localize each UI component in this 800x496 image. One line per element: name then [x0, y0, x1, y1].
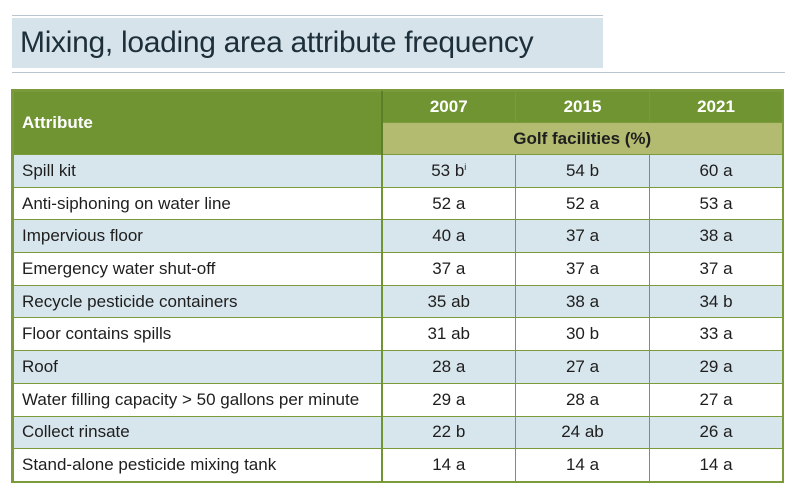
value-text: 53 b	[431, 160, 465, 180]
table-row: Water filling capacity > 50 gallons per …	[13, 382, 783, 417]
value-cell-2007: 53 bi	[381, 154, 516, 188]
footnote-marker: i	[464, 161, 467, 172]
value-text: 29 a	[432, 389, 466, 409]
value-cell-2007: 40 a	[381, 219, 516, 254]
value-text: 31 ab	[427, 324, 471, 344]
value-cell-2021: 29 a	[649, 350, 783, 384]
value-cell-2015: 30 b	[515, 317, 650, 352]
value-cell-2015: 37 a	[515, 252, 650, 286]
table-row: Collect rinsate 22 b 24 ab 26 a	[13, 415, 783, 450]
value-cell-2007: 52 a	[381, 186, 516, 221]
table-row: Spill kit 53 bi 54 b 60 a	[13, 154, 783, 188]
value-text: 37 a	[565, 226, 600, 246]
value-cell-2021: 33 a	[649, 317, 783, 352]
value-text: 60 a	[699, 160, 733, 180]
table-row: Recycle pesticide containers 35 ab 38 a 34 …	[13, 284, 783, 319]
title-top-rule	[12, 15, 603, 16]
title-bottom-rule	[12, 72, 785, 73]
table-row: Floor contains spills 31 ab 30 b 33 a	[13, 317, 783, 352]
header-row-years: Attribute 2007 2015 2021	[13, 91, 783, 155]
value-cell-2021: 26 a	[649, 415, 783, 450]
value-text: 22 b	[432, 422, 466, 442]
value-cell-2021: 60 a	[649, 154, 783, 188]
attribute-label: Spill kit	[13, 154, 383, 188]
value-text: 37 a	[432, 258, 466, 278]
attribute-label: Impervious floor	[13, 219, 383, 254]
attribute-label: Stand-alone pesticide mixing tank	[13, 448, 383, 482]
value-cell-2007: 14 a	[381, 448, 516, 482]
value-text: 38 a	[565, 291, 600, 311]
value-cell-2015: 38 a	[515, 284, 650, 319]
value-text: 54 b	[565, 160, 600, 180]
value-cell-2015: 27 a	[515, 350, 650, 384]
value-text: 14 a	[432, 455, 466, 475]
value-cell-2007: 35 ab	[381, 284, 516, 319]
value-cell-2021: 37 a	[649, 252, 783, 286]
header-row-units: Golf facilities (%)	[14, 122, 783, 155]
table-row: Impervious floor 40 a 37 a 38 a	[13, 219, 783, 254]
value-cell-2015: 37 a	[515, 219, 650, 254]
value-cell-2021: 27 a	[649, 382, 783, 417]
value-cell-2007: 31 ab	[381, 317, 516, 352]
value-text: 29 a	[699, 356, 733, 376]
value-text: 28 a	[565, 389, 600, 409]
attribute-label: Recycle pesticide containers	[13, 284, 383, 319]
year-header-2007: 2007	[381, 91, 516, 123]
title-banner: Mixing, loading area attribute frequency	[12, 18, 603, 68]
year-header-2015: 2015	[515, 91, 650, 123]
value-text: 28 a	[432, 356, 466, 376]
value-cell-2015: 14 a	[515, 448, 650, 482]
value-text: 37 a	[565, 258, 600, 278]
value-cell-2021: 14 a	[649, 448, 783, 482]
value-cell-2021: 34 b	[649, 284, 783, 319]
data-table-container: Attribute 2007 2015 2021 Golf facilities…	[11, 89, 784, 483]
attribute-label: Collect rinsate	[13, 415, 383, 450]
attribute-label: Floor contains spills	[13, 317, 383, 352]
value-text: 34 b	[699, 291, 733, 311]
value-cell-2015: 54 b	[515, 154, 650, 188]
value-text: 27 a	[699, 389, 733, 409]
table-row: Roof 28 a 27 a 29 a	[13, 350, 783, 384]
value-text: 14 a	[699, 455, 733, 475]
attribute-frequency-table: Attribute 2007 2015 2021 Golf facilities…	[13, 91, 783, 482]
value-cell-2007: 22 b	[381, 415, 516, 450]
table-row: Emergency water shut-off 37 a 37 a 37 a	[13, 252, 783, 286]
value-text: 40 a	[432, 226, 466, 246]
value-text: 14 a	[565, 455, 600, 475]
year-header-2021: 2021	[649, 91, 783, 123]
value-text: 30 b	[565, 324, 600, 344]
value-text: 37 a	[699, 258, 733, 278]
value-cell-2021: 53 a	[649, 186, 783, 221]
value-text: 38 a	[699, 226, 733, 246]
table-row: Stand-alone pesticide mixing tank 14 a 14 …	[13, 448, 783, 482]
value-text: 52 a	[432, 193, 466, 213]
table-row: Anti-siphoning on water line 52 a 52 a 53 a	[13, 186, 783, 221]
value-cell-2007: 37 a	[381, 252, 516, 286]
attribute-column-header: Attribute	[13, 91, 383, 155]
value-cell-2015: 28 a	[515, 382, 650, 417]
page-title: Mixing, loading area attribute frequency	[20, 26, 534, 59]
value-cell-2015: 24 ab	[515, 415, 650, 450]
value-text: 27 a	[565, 356, 600, 376]
value-text: 35 ab	[427, 291, 471, 311]
value-cell-2021: 38 a	[649, 219, 783, 254]
attribute-label: Emergency water shut-off	[13, 252, 383, 286]
value-cell-2015: 52 a	[515, 186, 650, 221]
attribute-label: Roof	[13, 350, 383, 384]
attribute-label: Anti-siphoning on water line	[13, 186, 383, 221]
value-text: 53 a	[699, 193, 733, 213]
value-text: 26 a	[699, 422, 733, 442]
golf-facilities-subheader: Golf facilities (%)	[381, 122, 783, 155]
value-cell-2007: 29 a	[381, 382, 516, 417]
value-text: 33 a	[699, 324, 733, 344]
value-cell-2007: 28 a	[381, 350, 516, 384]
value-text: 24 ab	[561, 422, 604, 442]
attribute-label: Water filling capacity > 50 gallons per …	[13, 382, 383, 417]
value-text: 52 a	[565, 193, 600, 213]
